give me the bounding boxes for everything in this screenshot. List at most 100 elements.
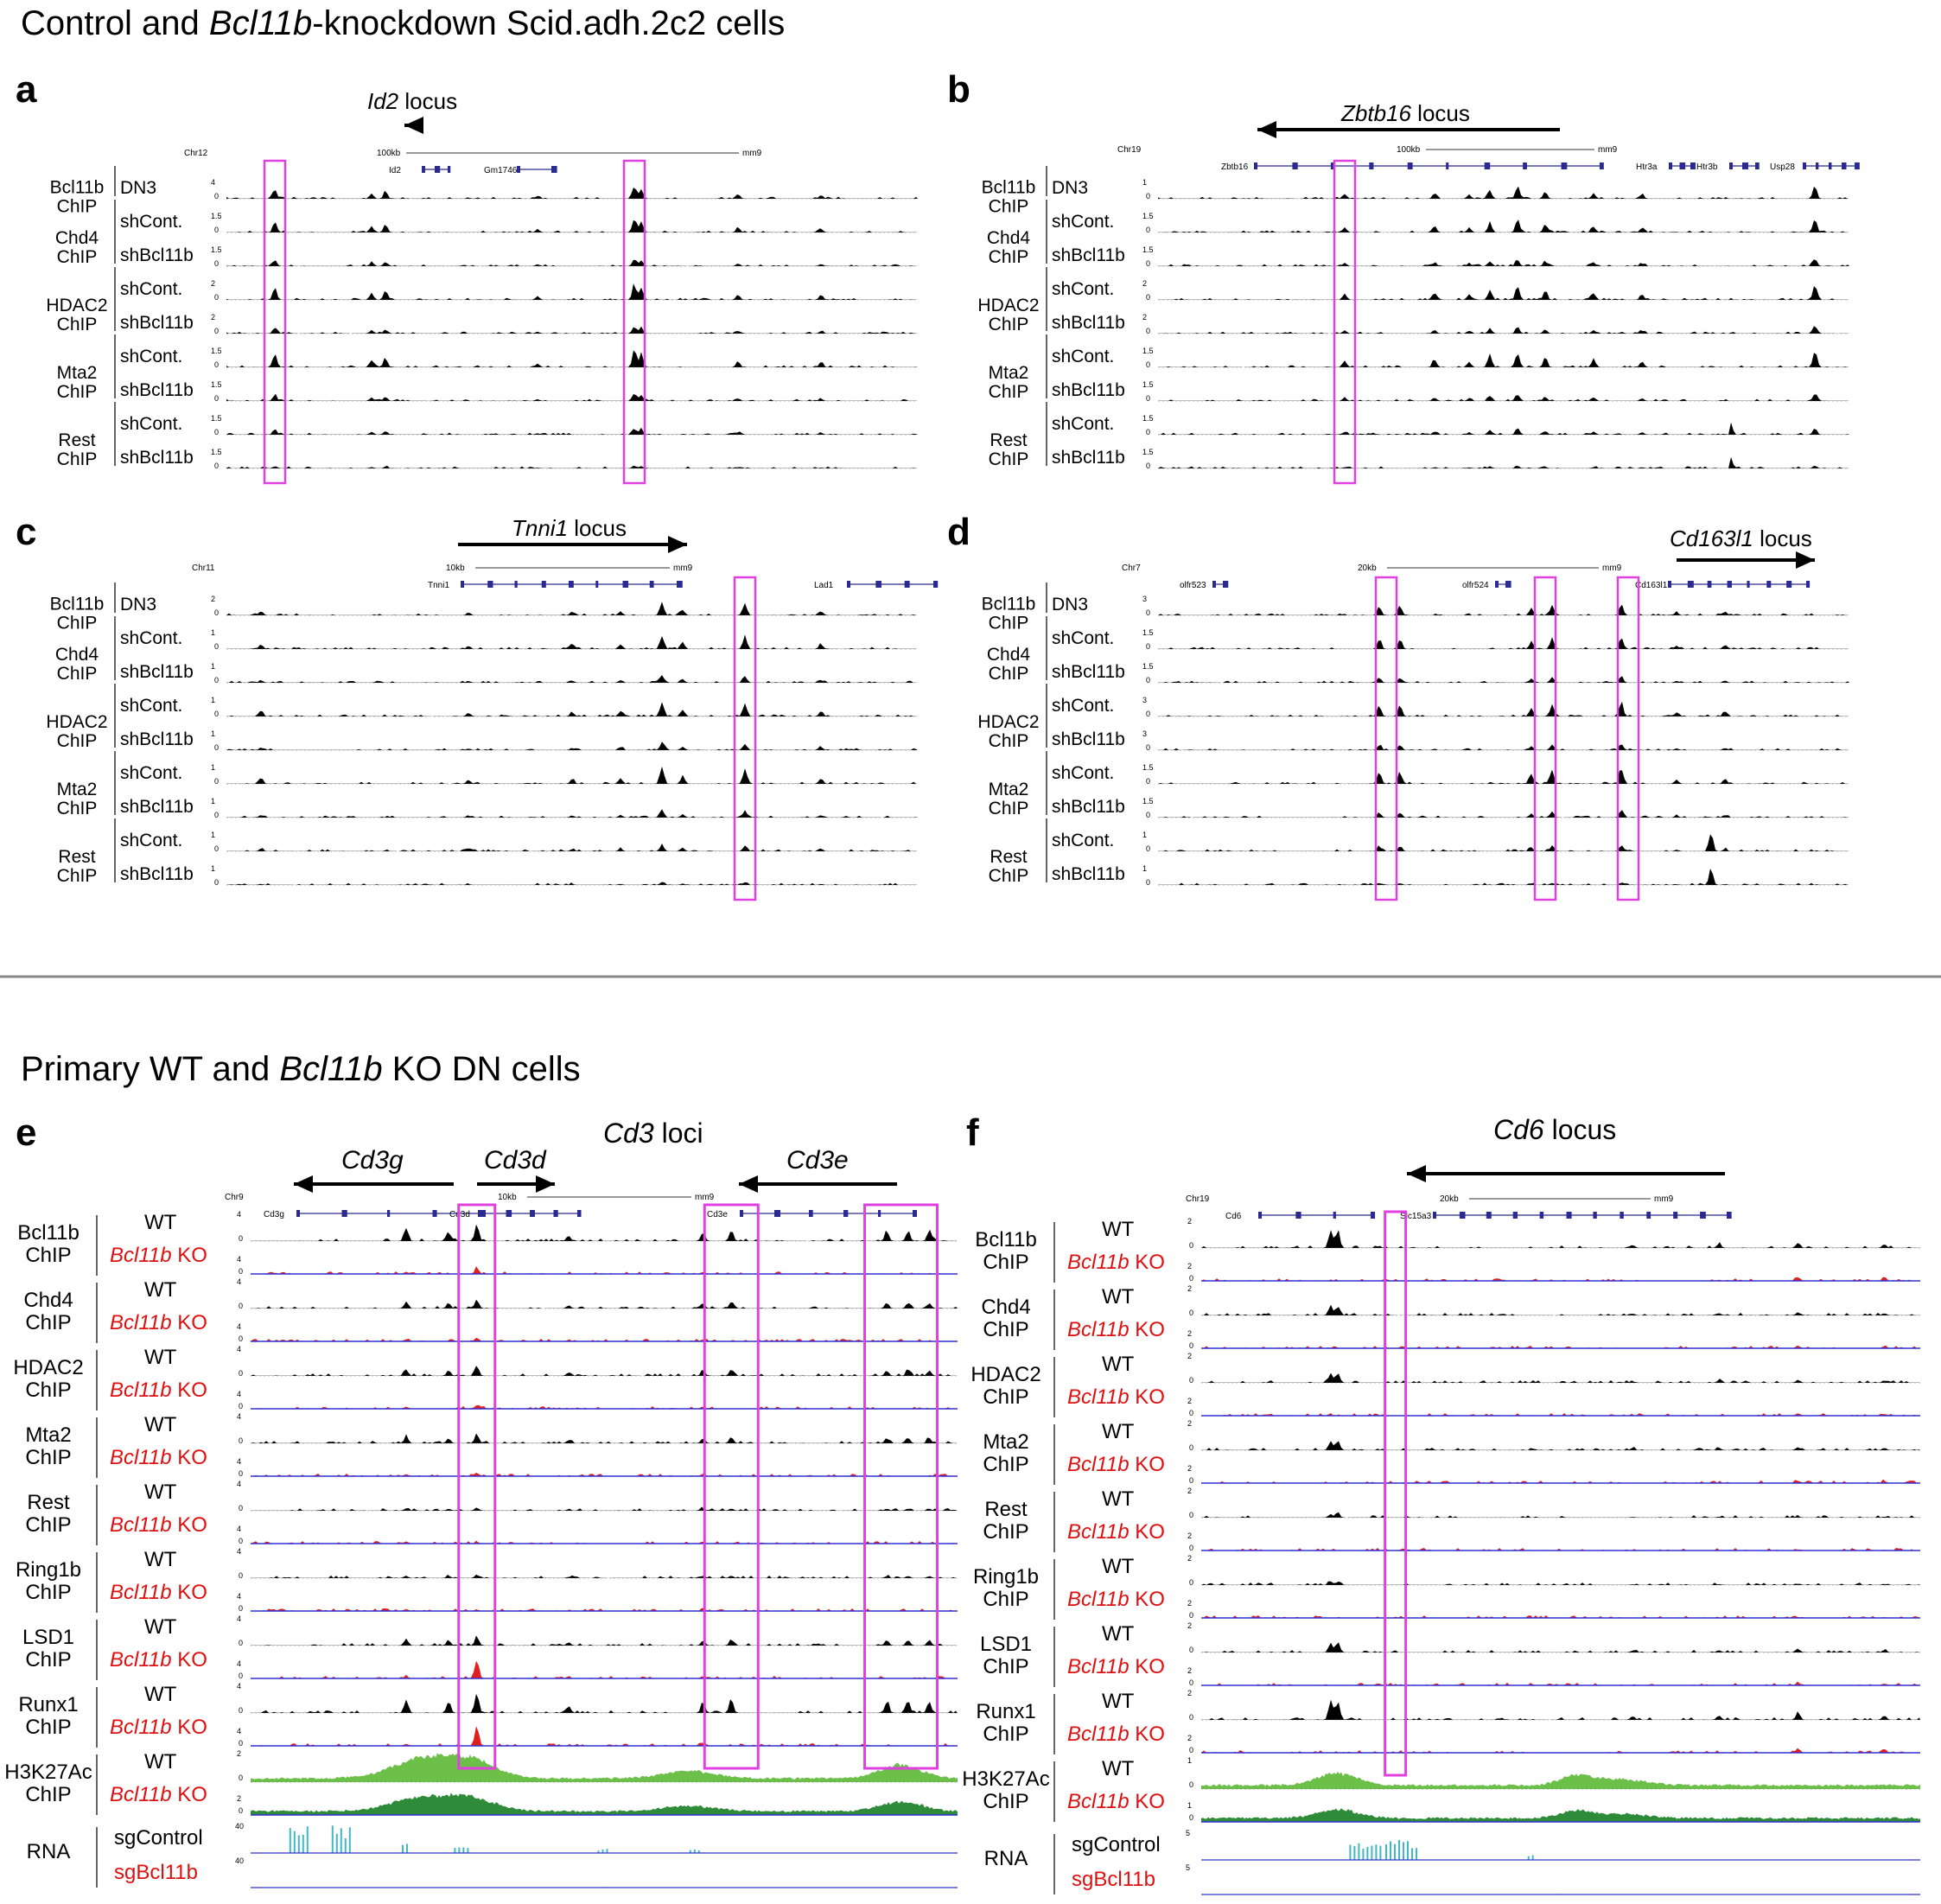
track-zero-label: 0 [1146,462,1150,470]
rna-bar [402,1844,404,1853]
track-group-label: Mta2 [989,363,1029,383]
locus-title-gene: Zbtb16 [1340,100,1411,126]
track-zero-label: 0 [1146,710,1150,718]
track-scale-label: 1 [1187,1756,1192,1765]
track-zero-label: 0 [214,192,219,201]
highlight-box [733,576,757,901]
condition-label: shBcl11b [1052,448,1125,468]
track-group-label: HDAC2 [977,712,1039,732]
track-scale-label: 1.5 [1142,380,1154,389]
gene-exon [622,581,629,588]
ko-suffix: KO [172,1581,207,1604]
track-zero-label: 0 [239,1604,243,1613]
signal-track [226,602,918,615]
rna-bar [606,1849,608,1853]
track-group-sublabel: ChIP [25,1648,71,1672]
gene-exon [1816,162,1819,169]
track-scale-label: 2 [1187,1531,1192,1540]
locus-title-gene: Tnni1 [512,515,568,541]
signal-track [1158,676,1849,683]
gene-exon [1673,1212,1678,1219]
gene-exon [1223,581,1229,588]
gene-exon [1729,162,1734,169]
gene-exon [1646,1212,1651,1219]
track-zero-label: 0 [1189,1409,1193,1417]
track-group-label: Rest [58,430,95,450]
ko-gene-name: Bcl11b [1067,1251,1130,1274]
signal-track [226,882,918,885]
condition-label: shBcl11b [120,797,194,817]
condition-label: shBcl11b [120,864,194,884]
gene-exon [1484,162,1491,169]
track-scale-label: 1 [211,628,215,637]
ko-suffix: KO [172,1783,207,1806]
track-group-sublabel: ChIP [25,1244,71,1267]
gene-exon [517,166,521,173]
rna-bar [454,1848,456,1853]
gene-exon [1258,1212,1263,1219]
signal-track [1201,1277,1920,1281]
signal-track [251,1224,958,1241]
signal-track [1201,1372,1920,1383]
track-zero-label: 0 [1189,1511,1193,1519]
gene-exon [1295,1212,1301,1219]
signal-track [251,1574,958,1578]
rna-bar [293,1831,296,1853]
rna-bar [1411,1848,1413,1860]
rna-bar [331,1825,334,1853]
track-group-label: Rest [27,1491,70,1514]
track-group-sublabel: ChIP [57,197,98,217]
track-zero-label: 0 [1146,360,1150,369]
track-group-label: Bcl11b [982,178,1036,198]
condition-label: shCont. [1052,763,1114,783]
wt-condition-label: WT [144,1346,177,1369]
track-group-label: H3K27Ac [962,1767,1049,1791]
locus-arrow-head [1796,551,1815,569]
track-zero-label: 0 [239,1739,243,1748]
track-scale-label: 1.5 [211,347,222,355]
track-scale-label: 2 [211,313,215,322]
track-scale-label: 4 [237,1659,241,1668]
wt-condition-label: WT [144,1615,177,1639]
gene-exon [1459,1212,1466,1219]
condition-label: shBcl11b [1052,864,1125,884]
rna-bar [601,1849,604,1853]
track-zero-label: 0 [214,811,219,819]
track-scale-label: 4 [237,1682,241,1691]
track-zero-label: 0 [214,844,219,853]
track-zero-label: 0 [1146,394,1150,403]
ko-suffix: KO [1130,1453,1165,1476]
track-scale-label: 1.5 [1142,212,1154,220]
title-top: Control and Bcl11b-knockdown Scid.adh.2c… [21,4,785,42]
condition-label: shBcl11b [120,380,194,400]
track-scale-label: 1 [211,729,215,738]
track-zero-label: 0 [214,710,219,718]
track-zero-label: 0 [239,1234,243,1243]
signal-track [1201,1581,1920,1585]
track-scale-label: 2 [1187,1262,1192,1270]
track-zero-label: 0 [214,259,219,268]
track-zero-label: 0 [239,1537,243,1545]
track-group-sublabel: ChIP [989,664,1029,684]
wt-condition-label: WT [1102,1622,1135,1646]
gene-exon [774,1210,780,1217]
sublocus-label: Cd3e [786,1146,849,1175]
track-scale-label: 1 [1142,178,1147,187]
rna-bar [406,1844,408,1853]
rna-bar [597,1850,600,1853]
track-group-sublabel: ChIP [25,1581,71,1604]
signal-track [1201,1345,1920,1348]
signal-track [251,1660,958,1678]
track-scale-label: 1.5 [1142,797,1154,806]
track-zero-label: 0 [214,676,219,685]
highlight-box [622,159,646,485]
condition-label: shCont. [1052,212,1114,232]
track-zero-label: 0 [214,777,219,786]
gene-exon [482,1210,487,1217]
locus-title-gene: Id2 [367,88,399,114]
locus-title-suffix: loci [654,1118,703,1149]
signal-track [1158,394,1849,401]
track-group-sublabel: ChIP [989,799,1029,818]
signal-track [1201,1699,1920,1720]
